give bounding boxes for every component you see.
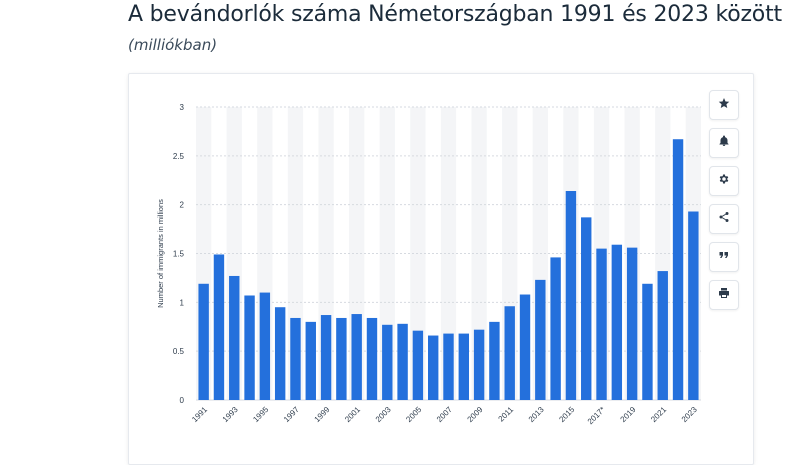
x-tick-label: 2003 [374,405,393,424]
y-tick-label: 1.5 [173,250,185,259]
y-tick-label: 3 [180,103,185,112]
bar-1992 [213,254,225,400]
x-tick-label: 1995 [251,405,270,424]
bar-1999 [320,315,332,400]
gear-icon [718,172,730,190]
y-tick-label: 0 [180,396,185,405]
bar-1991 [198,283,209,400]
notification-button[interactable] [709,128,739,158]
bar-2011 [504,306,515,400]
bar-2018 [611,244,623,400]
bar-2003 [382,324,393,400]
x-tick-label: 1993 [221,405,240,424]
bar-2005 [412,330,424,400]
chart-card: 0 0.5 1 1.5 2 2.5 3 Number of immigrants in mil… [128,73,754,465]
bar-2007 [443,333,454,400]
bar-1998 [305,321,316,400]
bar-2014 [550,257,561,400]
x-tick-label: 2015 [557,405,576,424]
bar-2013 [535,279,546,400]
x-tick-label: 2023 [680,405,699,424]
bar-2023 [688,211,699,400]
bar-2010 [489,321,500,400]
y-tick-label: 1 [180,298,185,307]
bar-2008 [458,333,470,400]
bar-2006 [427,335,439,400]
bell-icon [718,134,730,152]
bar-2012 [519,294,531,400]
bar-2016 [581,217,592,400]
x-tick-label: 2019 [619,405,638,424]
y-tick-label: 2.5 [173,152,185,161]
x-tick-label: 1991 [190,405,209,424]
bar-2001 [351,314,362,400]
y-tick-label: 0.5 [173,347,185,356]
bar-1995 [259,292,271,400]
bar-2004 [397,323,408,400]
bar-2015 [565,190,577,400]
print-button[interactable] [709,280,739,310]
bar-2000 [336,317,347,400]
page-subtitle: (milliókban) [128,36,218,54]
bar-1993 [229,275,240,400]
chart-toolbar [709,90,739,318]
y-tick-label: 2 [180,201,185,210]
bar-2009 [473,329,485,400]
bar-2021 [657,271,668,400]
x-tick-label: 1997 [282,405,301,424]
bar-2002 [366,317,378,400]
bar-1997 [290,317,301,400]
bar-1994 [244,295,255,400]
settings-button[interactable] [709,166,739,196]
background-band [471,107,487,400]
x-tick-label: 2017* [586,405,607,426]
favorite-button[interactable] [709,90,739,120]
x-tick-label: 2011 [497,405,516,424]
x-tick-label: 2001 [343,405,362,424]
share-button[interactable] [709,204,739,234]
share-icon [718,210,730,228]
x-tick-label: 2007 [435,405,454,424]
bar-chart: 0 0.5 1 1.5 2 2.5 3 Number of immigrants in mil… [156,103,701,426]
x-tick-label: 2005 [404,405,423,424]
quote-icon [718,248,730,266]
star-icon [718,96,730,114]
print-icon [718,286,730,304]
x-tick-label: 2009 [466,405,485,424]
bar-2019 [626,247,638,400]
page-title: A bevándorlók száma Németországban 1991 … [128,2,782,27]
bar-2020 [642,283,653,400]
cite-button[interactable] [709,242,739,272]
bar-2022 [672,139,684,400]
bar-1996 [274,307,286,400]
x-tick-label: 1999 [313,405,332,424]
bar-2017* [596,248,607,400]
x-tick-label: 2021 [649,405,668,424]
y-axis-label: Number of immigrants in millions [156,199,165,308]
x-tick-label: 2013 [527,405,546,424]
